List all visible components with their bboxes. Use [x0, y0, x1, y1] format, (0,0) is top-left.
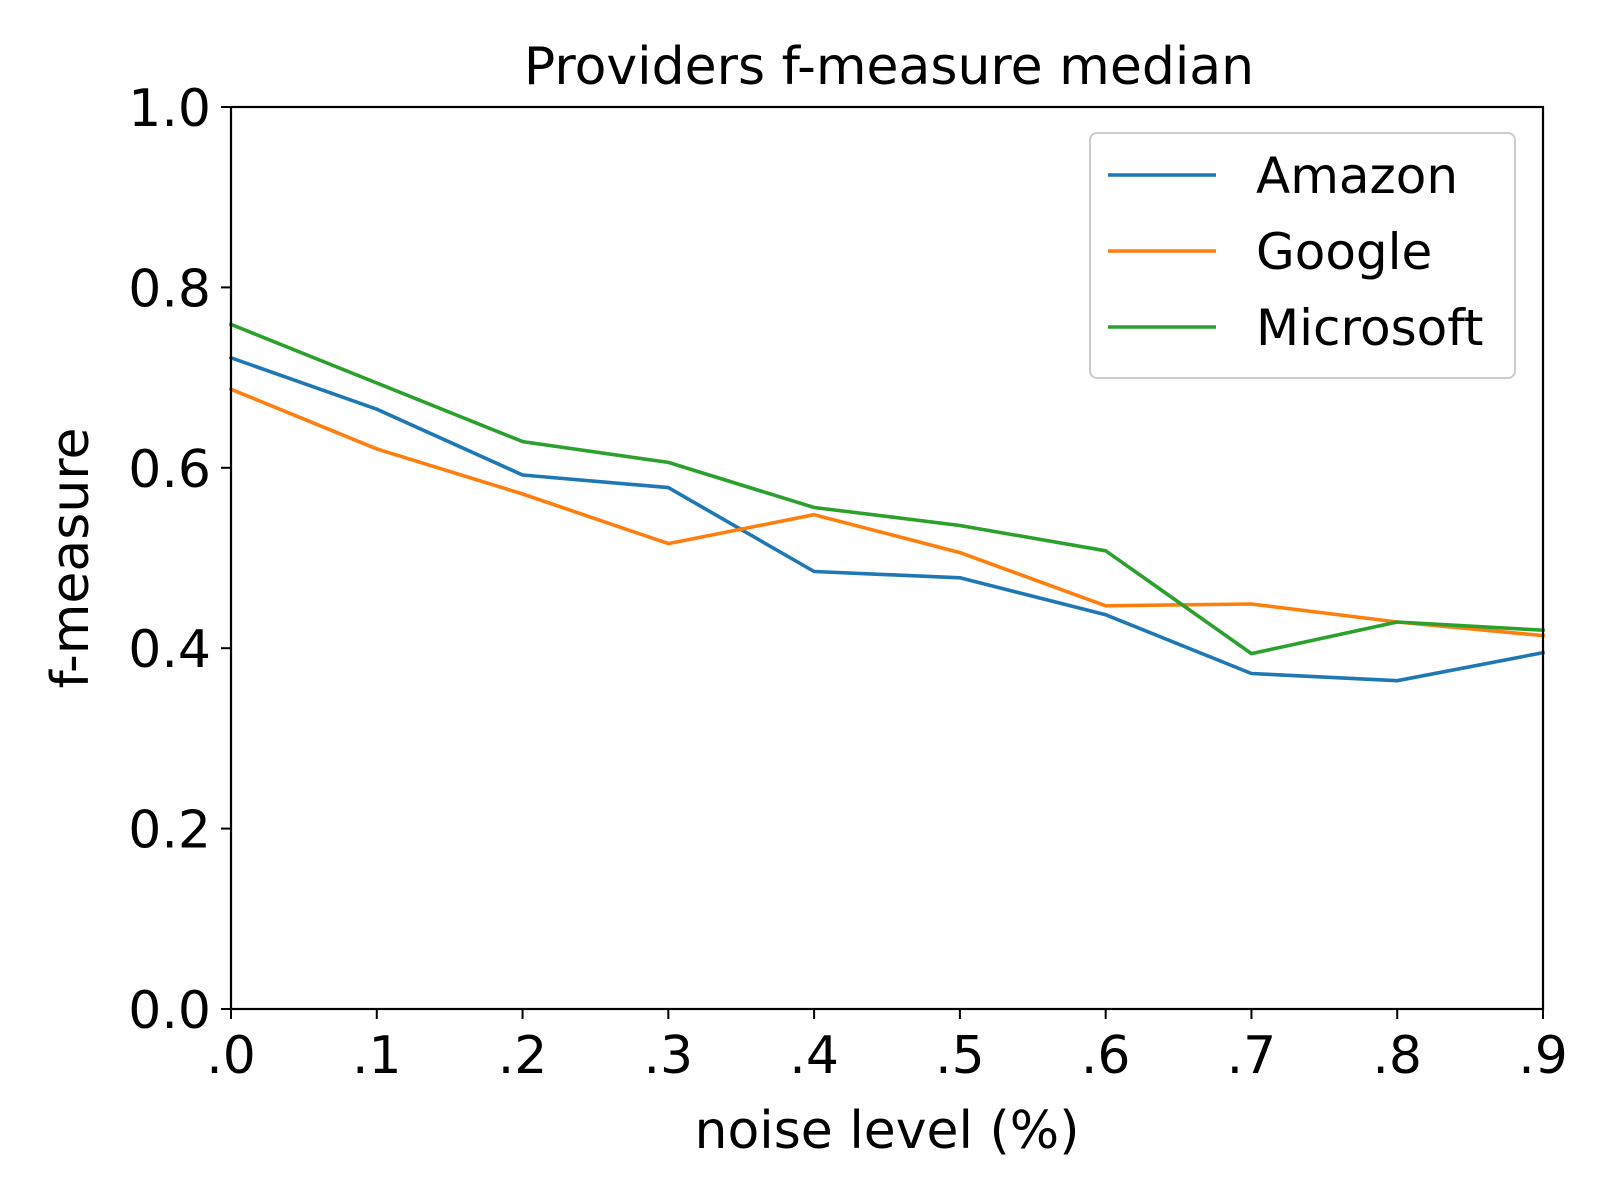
x-tick-label: .3 — [644, 1026, 694, 1086]
series-layer — [228, 322, 1546, 683]
legend-label-microsoft: Microsoft — [1256, 299, 1484, 357]
series-line-microsoft — [228, 322, 1545, 656]
y-axis: 0.0 0.2 0.4 0.6 0.8 1.0 — [128, 79, 231, 1041]
legend-label-amazon: Amazon — [1256, 147, 1458, 205]
x-axis-label: noise level (%) — [695, 1101, 1080, 1161]
y-tick-label: 0.6 — [128, 440, 211, 500]
series-line-google — [228, 386, 1545, 638]
y-tick-label: 0.4 — [128, 620, 211, 680]
chart-title: Providers f-measure median — [524, 37, 1254, 97]
x-tick-label: .7 — [1227, 1026, 1277, 1086]
x-tick-label: .0 — [206, 1026, 256, 1086]
y-axis-label: f-measure — [41, 427, 101, 688]
plot-frame — [229, 105, 1545, 1011]
legend: Amazon Google Microsoft — [1089, 132, 1516, 379]
legend-box — [1089, 132, 1516, 379]
x-tick-label: .5 — [935, 1026, 985, 1086]
x-tick-label: .6 — [1081, 1026, 1131, 1086]
x-tick-label: .2 — [498, 1026, 548, 1086]
y-tick-label: 0.8 — [128, 259, 211, 319]
x-tick-label: .9 — [1518, 1026, 1568, 1086]
x-tick-label: .4 — [789, 1026, 839, 1086]
y-tick-label: 0.2 — [128, 801, 211, 861]
y-tick-label: 0.0 — [128, 981, 211, 1041]
x-axis: .0 .1 .2 .3 .4 .5 .6 .7 .8 .9 — [206, 1009, 1568, 1086]
x-tick-label: .1 — [352, 1026, 402, 1086]
x-tick-label: .8 — [1372, 1026, 1422, 1086]
legend-label-google: Google — [1256, 223, 1432, 281]
series-line-amazon — [228, 355, 1546, 683]
y-tick-label: 1.0 — [128, 79, 211, 139]
